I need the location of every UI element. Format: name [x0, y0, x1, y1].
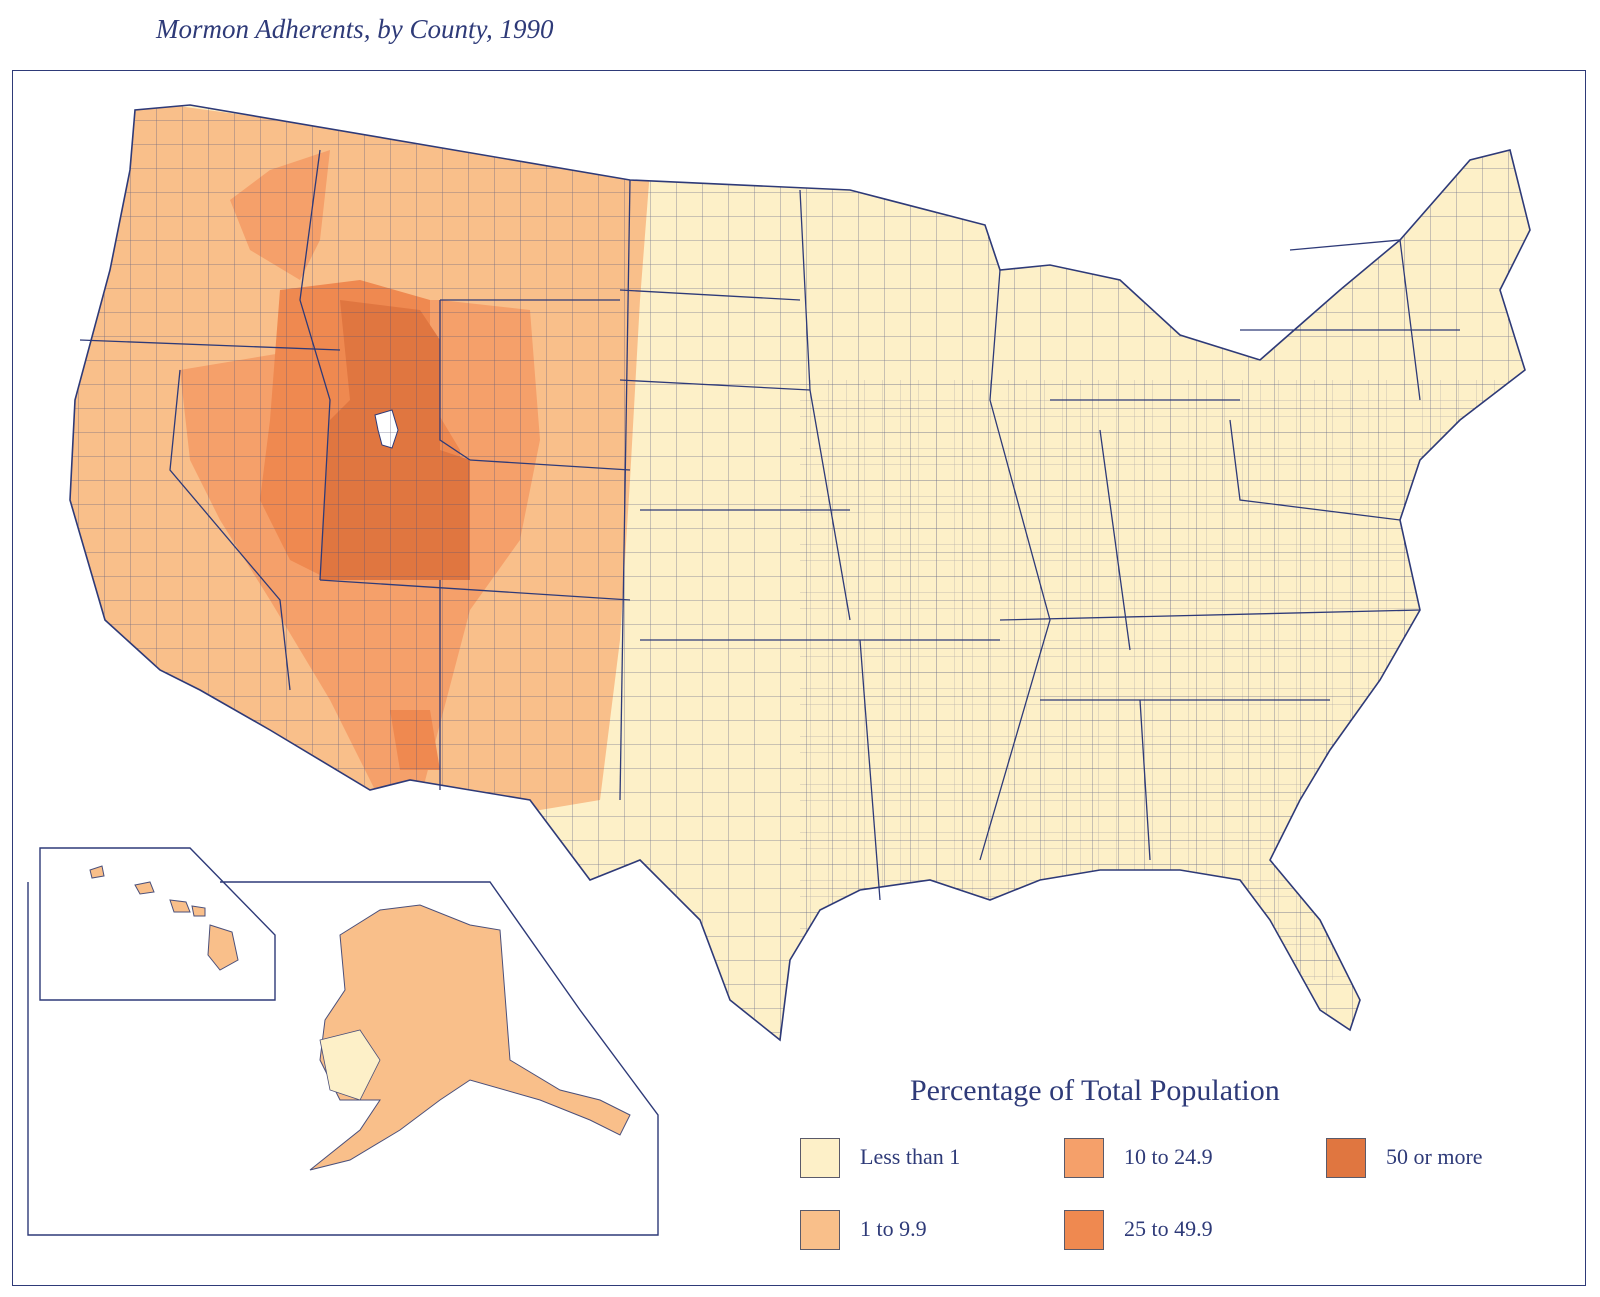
legend-title: Percentage of Total Population	[910, 1074, 1280, 1107]
inset-frame	[27, 847, 659, 1236]
map-frame	[12, 70, 1586, 1286]
legend-label: 1 to 9.9	[860, 1216, 927, 1241]
alaska-low-band	[319, 1029, 381, 1101]
inset-alaska-hawaii	[27, 847, 659, 1236]
legend-swatch-50-or-more	[1326, 1138, 1366, 1178]
legend-swatch-10-to-24	[1064, 1138, 1104, 1178]
legend-label: Less than 1	[860, 1144, 961, 1169]
legend-swatch-1-to-9	[800, 1210, 840, 1250]
map-title: Mormon Adherents, by County, 1990	[156, 14, 554, 44]
legend-label: 50 or more	[1386, 1144, 1483, 1169]
us-outline	[69, 104, 1531, 1042]
legend-label: 10 to 24.9	[1124, 1144, 1213, 1169]
legend-swatch-25-to-49	[1064, 1210, 1104, 1250]
alaska	[309, 904, 631, 1171]
legend-label: 25 to 49.9	[1124, 1216, 1213, 1241]
legend-swatch-less-than-1	[800, 1138, 840, 1178]
hawaii	[89, 865, 239, 971]
state-borders	[79, 149, 1460, 901]
